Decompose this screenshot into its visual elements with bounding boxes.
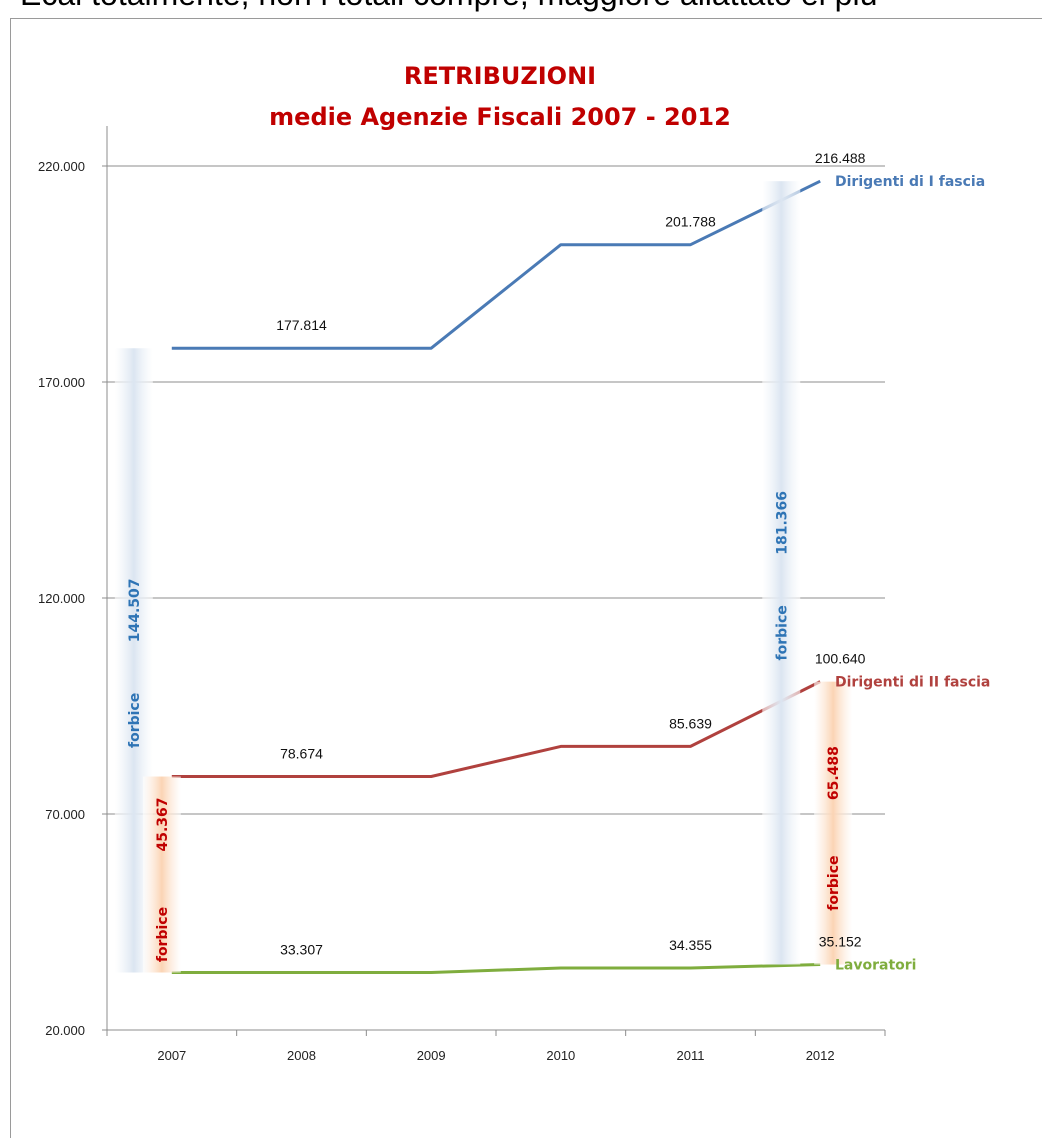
labels-layer: 177.814 201.788 216.488 Dirigenti di I fasc… xyxy=(276,150,990,973)
x-tick-label: 2007 xyxy=(157,1048,186,1063)
data-label: 177.814 xyxy=(276,317,327,333)
chart-subtitle: medie Agenzie Fiscali 2007 - 2012 xyxy=(269,103,731,131)
x-tick-label: 2011 xyxy=(677,1048,705,1063)
y-tick-label: 120.000 xyxy=(38,591,85,606)
data-label: 33.307 xyxy=(280,942,323,958)
data-label: 34.355 xyxy=(669,937,712,953)
series-name-label: Dirigenti di II fascia xyxy=(835,675,990,691)
lines-layer xyxy=(172,181,821,973)
gap-value: 144.507 xyxy=(127,578,143,642)
gap-label: forbice xyxy=(155,907,171,962)
gaps-layer: forbice 144.507 forbice 45.367 forbice 181.36… xyxy=(115,181,852,972)
gap-value: 65.488 xyxy=(826,746,842,800)
gap-label: forbice xyxy=(774,605,790,660)
x-tick-label: 2010 xyxy=(546,1048,575,1063)
gap-label: forbice xyxy=(127,693,143,748)
gap-label: forbice xyxy=(826,855,842,910)
data-label: 35.152 xyxy=(819,934,862,950)
x-tick-label: 2012 xyxy=(806,1048,835,1063)
chart-title: RETRIBUZIONI xyxy=(404,62,596,90)
gap-bar xyxy=(762,181,800,964)
series-name-label: Dirigenti di I fascia xyxy=(835,174,985,190)
y-tick-label: 20.000 xyxy=(45,1023,85,1038)
series-line xyxy=(172,682,820,777)
data-label: 100.640 xyxy=(815,651,866,667)
data-label: 85.639 xyxy=(669,715,712,731)
y-tick-label: 70.000 xyxy=(45,807,85,822)
y-tick-label: 220.000 xyxy=(38,159,85,174)
gap-value: 45.367 xyxy=(155,798,171,852)
data-label: 216.488 xyxy=(815,150,866,166)
x-tick-label: 2009 xyxy=(417,1048,446,1063)
gap-bar xyxy=(814,682,852,965)
data-label: 201.788 xyxy=(665,214,716,230)
y-tick-label: 170.000 xyxy=(38,375,85,390)
x-tick-label: 2008 xyxy=(287,1048,316,1063)
gap-value: 181.366 xyxy=(774,491,790,555)
series-line xyxy=(172,965,820,973)
series-line xyxy=(172,181,820,348)
data-label: 78.674 xyxy=(280,746,323,762)
series-name-label: Lavoratori xyxy=(835,958,916,974)
